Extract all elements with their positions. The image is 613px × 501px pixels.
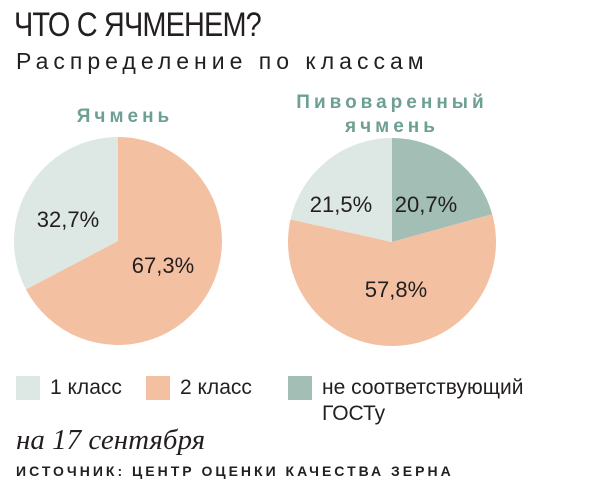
pie-slice-1 xyxy=(13,137,119,290)
legend-label-non-gost-line-2: ГОСТу xyxy=(322,402,386,425)
pie-chart-malting-barley: 20,7% 57,8% 21,5% xyxy=(288,138,496,346)
pie-value-label-2: 21,5% xyxy=(310,192,372,217)
pie-value-label-0: 20,7% xyxy=(395,192,457,217)
legend: 1 класс 2 класс не соответствующий ГОСТу xyxy=(0,374,613,434)
legend-label-class-1: 1 класс xyxy=(50,376,122,399)
legend-label-class-2: 2 класс xyxy=(180,376,252,399)
legend-swatch-non-gost xyxy=(288,376,312,400)
pie-chart-barley: 67,3% 32,7% xyxy=(13,137,223,345)
page-subtitle: Распределение по классам xyxy=(16,48,429,74)
chart-title-barley: Ячмень xyxy=(76,106,174,127)
pie-slice-1 xyxy=(288,214,496,346)
pie-slice-2 xyxy=(290,138,392,242)
pie-value-label-1: 57,8% xyxy=(365,277,427,302)
chart-title-malting-barley: Пивоваренный ячмень xyxy=(262,91,522,139)
page-title: ЧТО С ЯЧМЕНЕМ? xyxy=(14,6,262,44)
legend-label-non-gost: не соответствующий ГОСТу xyxy=(322,375,562,427)
source-note: ИСТОЧНИК: ЦЕНТР ОЦЕНКИ КАЧЕСТВА ЗЕРНА xyxy=(16,463,454,479)
date-note: на 17 сентября xyxy=(16,424,206,456)
legend-swatch-class-2 xyxy=(146,376,170,400)
chart-title-line-1: Пивоваренный xyxy=(296,92,488,113)
legend-swatch-class-1 xyxy=(16,376,40,400)
legend-label-non-gost-line-1: не соответствующий xyxy=(322,376,524,399)
pie-slice-0 xyxy=(25,137,223,345)
pie-slice-0 xyxy=(392,138,493,242)
chart-title-line-2: ячмень xyxy=(345,116,439,137)
pie-value-label-0: 67,3% xyxy=(132,253,194,278)
pie-value-label-1: 32,7% xyxy=(37,207,99,232)
